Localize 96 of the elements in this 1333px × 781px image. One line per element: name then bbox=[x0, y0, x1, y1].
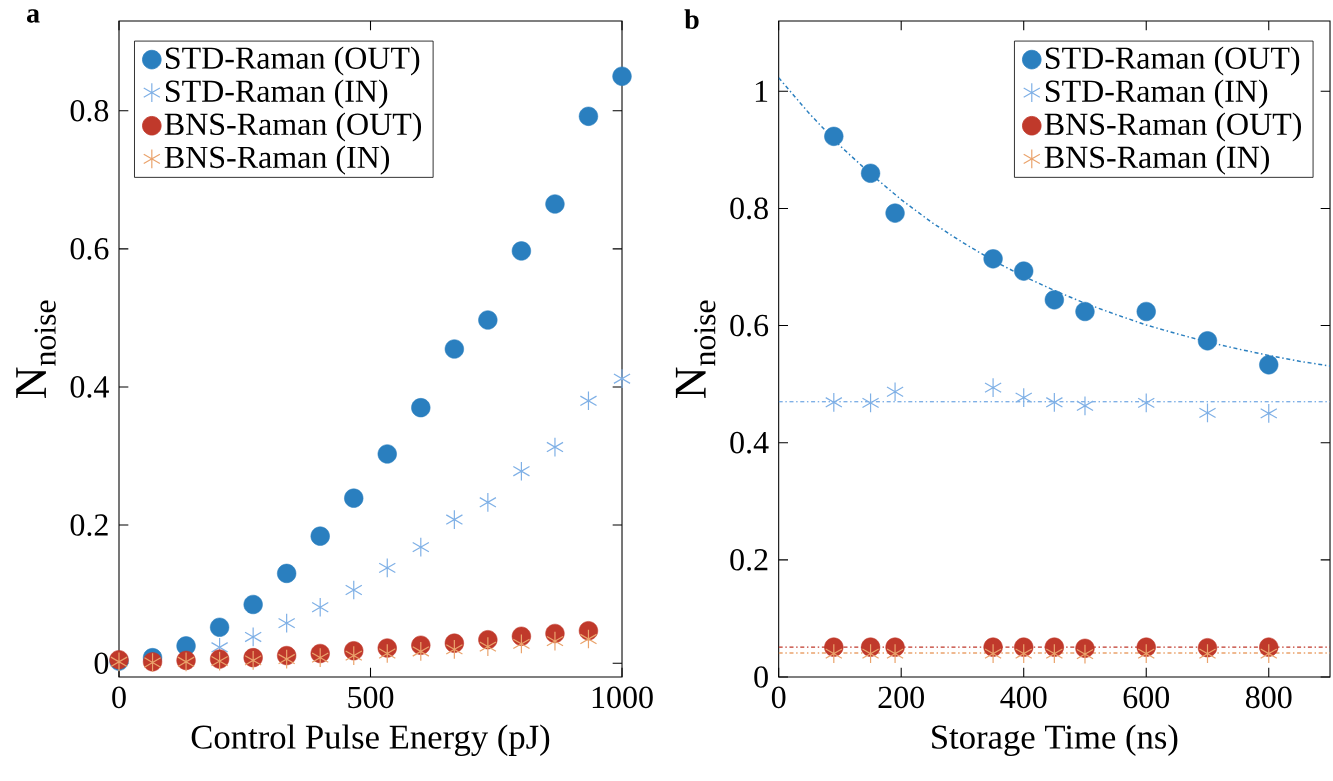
x-tick-label: 500 bbox=[348, 686, 394, 709]
point bbox=[479, 636, 497, 657]
x-tick-label: 1000 bbox=[592, 686, 653, 709]
y-tick-label: 0 bbox=[754, 666, 768, 688]
chart-title: b bbox=[684, 9, 699, 29]
point bbox=[579, 390, 598, 411]
legend-label: STD-Raman (OUT) bbox=[1045, 46, 1300, 76]
point bbox=[1198, 402, 1217, 423]
point bbox=[1076, 644, 1094, 665]
point bbox=[1045, 392, 1064, 413]
point bbox=[613, 368, 631, 389]
point bbox=[1076, 395, 1094, 416]
point bbox=[444, 339, 464, 359]
point bbox=[1198, 643, 1217, 664]
x-tick-label: 200 bbox=[878, 686, 924, 709]
legend-label: STD-Raman (IN) bbox=[165, 79, 388, 109]
point bbox=[512, 633, 531, 654]
point bbox=[1015, 643, 1033, 664]
point bbox=[861, 643, 880, 664]
legend-label: BNS-Raman (OUT) bbox=[164, 112, 422, 142]
point bbox=[546, 631, 564, 652]
point bbox=[344, 488, 364, 508]
y-tick-label: 0.8 bbox=[70, 99, 109, 122]
point bbox=[345, 580, 363, 600]
legend-label: BNS-Raman (IN) bbox=[164, 145, 390, 175]
x-tick-label: 400 bbox=[1000, 686, 1047, 709]
point bbox=[412, 641, 430, 662]
point bbox=[378, 643, 396, 664]
point bbox=[578, 106, 599, 126]
y-tick-label: 1 bbox=[755, 80, 768, 102]
point bbox=[1197, 331, 1218, 351]
point bbox=[1136, 301, 1156, 322]
point bbox=[885, 203, 905, 223]
x-tick-label: 0 bbox=[112, 686, 126, 709]
legend-label: BNS-Raman (IN) bbox=[1044, 145, 1269, 175]
point bbox=[1260, 643, 1278, 664]
point bbox=[1137, 392, 1155, 413]
y-tick-label: 0.6 bbox=[70, 238, 109, 260]
legend-label: BNS-Raman (OUT) bbox=[1044, 112, 1301, 142]
y-tick-label: 0.6 bbox=[730, 314, 769, 337]
point bbox=[277, 613, 296, 634]
point bbox=[546, 437, 564, 457]
y-tick-label: 0.2 bbox=[70, 514, 108, 536]
legend-label: STD-Raman (OUT) bbox=[165, 46, 420, 76]
y-tick-label: 0.8 bbox=[730, 197, 768, 220]
point bbox=[825, 643, 843, 664]
point bbox=[825, 392, 843, 413]
point bbox=[824, 126, 844, 146]
point bbox=[512, 461, 531, 482]
point bbox=[479, 492, 497, 513]
point bbox=[612, 66, 632, 86]
point bbox=[1260, 403, 1278, 424]
point bbox=[210, 617, 230, 637]
point bbox=[983, 249, 1003, 269]
point bbox=[886, 381, 904, 402]
chart-title: a bbox=[26, 9, 40, 23]
point bbox=[511, 241, 532, 261]
point bbox=[545, 194, 565, 214]
point bbox=[445, 639, 464, 660]
point bbox=[412, 537, 430, 558]
point bbox=[579, 629, 598, 649]
point bbox=[445, 509, 464, 530]
point bbox=[1045, 643, 1064, 664]
point bbox=[310, 526, 330, 546]
legend-label: STD-Raman (IN) bbox=[1045, 79, 1268, 109]
point bbox=[1259, 355, 1279, 375]
y-tick-label: 0.2 bbox=[730, 548, 768, 571]
point bbox=[478, 310, 498, 330]
point bbox=[243, 594, 263, 615]
x-tick-label: 800 bbox=[1245, 686, 1292, 709]
point bbox=[1044, 290, 1064, 310]
y-tick-label: 0.4 bbox=[730, 431, 769, 454]
point bbox=[984, 377, 1002, 398]
y-axis-title: N$_{noise}$ bbox=[16, 300, 56, 398]
point bbox=[1137, 643, 1155, 664]
x-axis-title: Storage Time (ns) bbox=[932, 724, 1178, 756]
point bbox=[411, 398, 431, 418]
point bbox=[861, 392, 880, 413]
y-axis-title: N$_{noise}$ bbox=[675, 300, 716, 398]
point bbox=[984, 643, 1002, 664]
point bbox=[311, 597, 329, 618]
x-tick-label: 600 bbox=[1123, 686, 1170, 709]
point bbox=[1075, 301, 1095, 322]
point bbox=[277, 563, 297, 584]
point bbox=[1014, 261, 1034, 281]
point bbox=[886, 643, 904, 664]
point bbox=[345, 645, 363, 666]
point bbox=[378, 557, 396, 578]
point bbox=[244, 627, 262, 647]
point bbox=[860, 163, 881, 183]
y-tick-label: 0 bbox=[94, 652, 109, 674]
y-tick-label: 0.4 bbox=[70, 376, 109, 398]
point bbox=[1015, 387, 1033, 408]
x-axis-title: Control Pulse Energy (pJ) bbox=[191, 724, 550, 756]
x-tick-label: 0 bbox=[771, 686, 786, 709]
point bbox=[377, 444, 397, 464]
